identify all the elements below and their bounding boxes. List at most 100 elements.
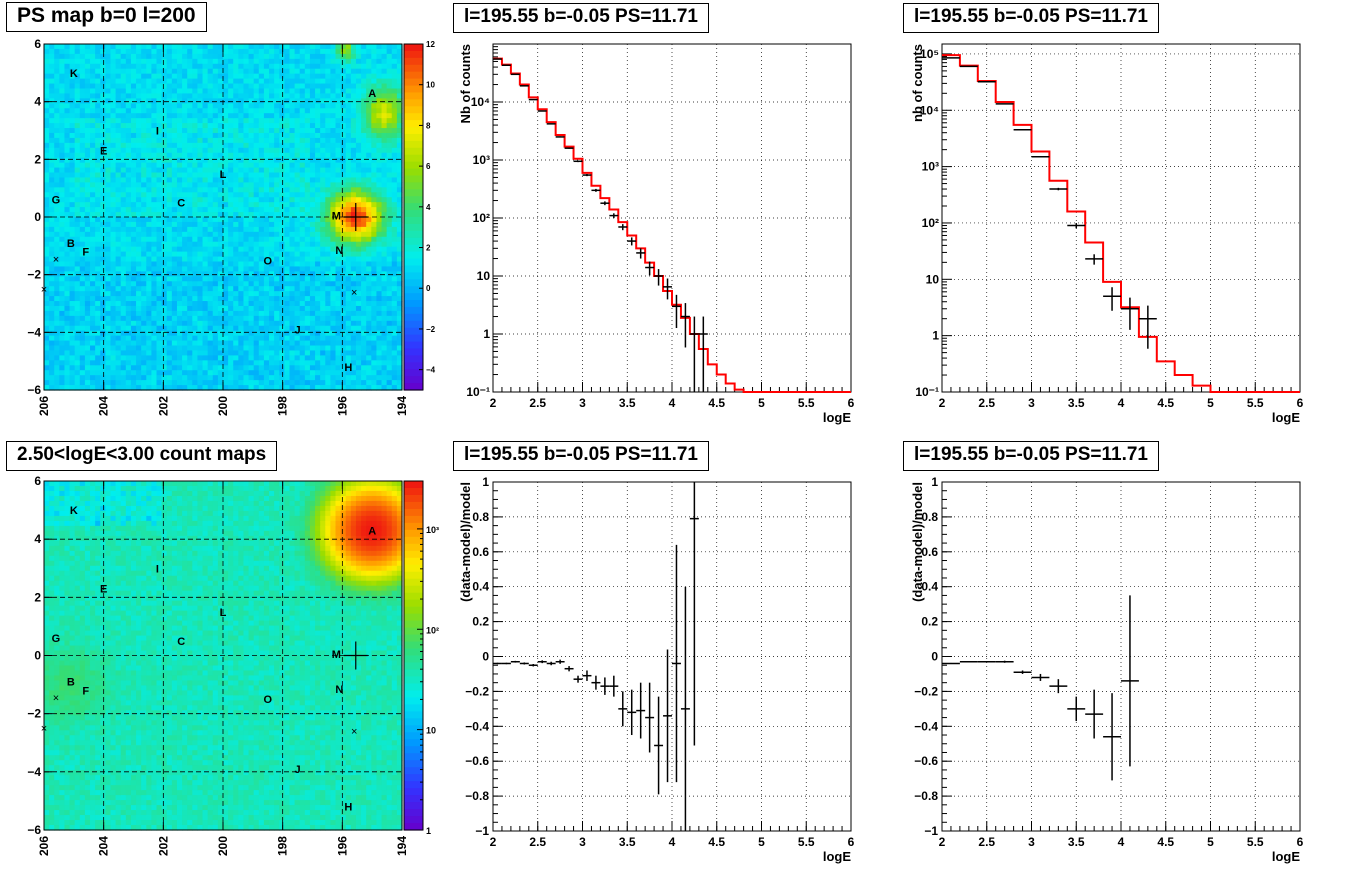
residual-left-xtick-label: 4.5 bbox=[708, 835, 725, 849]
residual-right-ytick-label: −0.8 bbox=[914, 789, 938, 803]
map-ps-ytick-label: 4 bbox=[34, 95, 41, 109]
map-counts-source-label: B bbox=[67, 677, 75, 689]
map-counts-source-label: A bbox=[368, 525, 376, 537]
spectrum-left-model-line bbox=[493, 57, 851, 393]
residual-right-ytick-label: −0.4 bbox=[914, 719, 938, 733]
map-ps-source-label: O bbox=[263, 255, 272, 267]
spectrum-left-grid bbox=[493, 44, 851, 392]
map-ps-palette-label: 8 bbox=[426, 121, 431, 130]
residual-right-xtick-label: 6 bbox=[1297, 835, 1304, 849]
map-ps-source-label: G bbox=[52, 195, 61, 207]
spectrum-right-model-line bbox=[942, 54, 1300, 393]
spectrum-left-xtick-label: 5.5 bbox=[798, 396, 815, 410]
spectrum-right-xtick-label: 6 bbox=[1297, 396, 1304, 410]
map-ps-source-label: M bbox=[332, 211, 341, 223]
map-ps-source-marker: × bbox=[41, 284, 47, 296]
map-counts-ytick-label: 0 bbox=[34, 649, 41, 663]
residual-right-xtick-label: 4.5 bbox=[1157, 835, 1174, 849]
map-counts-source-label: H bbox=[344, 802, 352, 814]
spectrum-left-panel: 2 2.5 3 3.5 4 4.5 5 5.5 6 10⁻¹ 1 10 10² 10³ 10⁴ logE Nb … bbox=[458, 43, 855, 425]
map-ps-source-label: F bbox=[82, 247, 89, 259]
spectrum-left-xtick-label: 2.5 bbox=[529, 396, 546, 410]
map-counts-source-label: K bbox=[70, 505, 78, 517]
residual-left-xtick-label: 5.5 bbox=[798, 835, 815, 849]
spectrum-right-xtick-label: 2.5 bbox=[978, 396, 995, 410]
map-ps-palette-label: 12 bbox=[426, 40, 435, 49]
map-ps-source-label: E bbox=[100, 146, 107, 158]
map-ps-xtick-label: 200 bbox=[216, 396, 230, 416]
spectrum-left-ylabel: Nb of counts bbox=[458, 44, 473, 123]
residual-right-xtick-label: 2 bbox=[939, 835, 946, 849]
residual-right-panel: 2 2.5 3 3.5 4 4.5 5 5.5 6 1 0.8 0.6 0.4 0.2 0 −0.2 −0.4 −… bbox=[910, 475, 1304, 864]
spectrum-right-ytick-label: 10⁵ bbox=[920, 47, 939, 61]
residual-right-grid bbox=[942, 482, 1300, 831]
residual-right-ytick-label: 0.4 bbox=[921, 580, 938, 594]
residual-left-ylabel: (data-model)/model bbox=[458, 482, 473, 602]
map-counts-source-label: I bbox=[156, 563, 159, 575]
residual-left-ytick-label: −1 bbox=[475, 824, 489, 838]
residual-left-xtick-label: 5 bbox=[758, 835, 765, 849]
map-counts-xtick-label: 198 bbox=[276, 836, 290, 856]
residual-right-title: l=195.55 b=-0.05 PS=11.71 bbox=[903, 441, 1159, 471]
spectrum-left-xtick-label: 2 bbox=[490, 396, 497, 410]
spectrum-left-xtick-label: 6 bbox=[848, 396, 855, 410]
map-counts-source-label: E bbox=[100, 584, 107, 596]
map-counts-palette-label: 10² bbox=[426, 625, 439, 635]
residual-left-ytick-label: −0.8 bbox=[465, 789, 489, 803]
map-ps-source-label: B bbox=[67, 238, 75, 250]
map-ps-palette-label: 10 bbox=[426, 81, 435, 90]
residual-right-ytick-label: −0.2 bbox=[914, 684, 938, 698]
spectrum-left-title: l=195.55 b=-0.05 PS=11.71 bbox=[453, 3, 709, 33]
spectrum-left-xtick-label: 3 bbox=[579, 396, 586, 410]
map-ps-source-label: I bbox=[156, 126, 159, 138]
map-counts-source-label: J bbox=[295, 764, 301, 776]
spectrum-left-xtick-label: 5 bbox=[758, 396, 765, 410]
residual-right-xtick-label: 3.5 bbox=[1068, 835, 1085, 849]
map-ps-xtick-label: 198 bbox=[276, 396, 290, 416]
residual-left-ytick-label: 0.2 bbox=[472, 615, 489, 629]
spectrum-left-xtick-label: 4 bbox=[669, 396, 676, 410]
spectrum-right-ytick-label: 10³ bbox=[922, 160, 939, 174]
residual-right-xtick-label: 5 bbox=[1207, 835, 1214, 849]
map-ps-source-label: N bbox=[335, 245, 343, 257]
map-ps-palette-frame bbox=[403, 43, 424, 391]
spectrum-right-ytick-label: 10 bbox=[926, 272, 940, 286]
map-counts-xtick-label: 202 bbox=[156, 836, 170, 856]
residual-right-ytick-label: −1 bbox=[924, 824, 938, 838]
residual-left-xtick-label: 2.5 bbox=[529, 835, 546, 849]
map-ps-source-label: J bbox=[295, 324, 301, 336]
map-counts-source-label: M bbox=[332, 649, 341, 661]
map-ps-ytick-label: −4 bbox=[27, 325, 41, 339]
spectrum-right-panel: 2 2.5 3 3.5 4 4.5 5 5.5 6 10⁻¹ 1 10 10² 10³ 10⁴ 10⁵ logE… bbox=[910, 43, 1304, 425]
spectrum-right-xlabel: logE bbox=[1272, 410, 1300, 425]
residual-left-xtick-label: 3.5 bbox=[619, 835, 636, 849]
spectrum-right-ytick-label: 1 bbox=[932, 329, 939, 343]
map-counts-heatmap-cells bbox=[44, 481, 403, 831]
residual-left-ytick-label: −0.4 bbox=[465, 719, 489, 733]
map-counts-source-label: C bbox=[177, 636, 185, 648]
map-ps-source-label: L bbox=[220, 169, 227, 181]
spectrum-left-ytick-label: 1 bbox=[483, 327, 490, 341]
spectrum-right-xtick-label: 5 bbox=[1207, 396, 1214, 410]
spectrum-left-ytick-label: 10⁻¹ bbox=[466, 385, 490, 399]
residual-right-xtick-label: 4 bbox=[1118, 835, 1125, 849]
spectrum-left-xlabel: logE bbox=[823, 410, 851, 425]
spectrum-right-ytick-label: 10⁻¹ bbox=[915, 385, 939, 399]
residual-left-xlabel: logE bbox=[823, 849, 851, 864]
map-ps-source-marker: × bbox=[351, 287, 357, 299]
map-counts-ytick-label: −6 bbox=[27, 823, 41, 837]
map-counts-source-label: L bbox=[220, 607, 227, 619]
map-counts-source-marker: × bbox=[41, 723, 47, 735]
map-ps-ytick-label: 6 bbox=[34, 37, 41, 51]
residual-right-ytick-label: 0 bbox=[931, 650, 938, 664]
spectrum-right-ytick-label: 10⁴ bbox=[920, 103, 939, 117]
spectrum-right-xtick-label: 5.5 bbox=[1247, 396, 1264, 410]
spectrum-left-ytick-label: 10 bbox=[477, 269, 491, 283]
map-counts-source-label: O bbox=[263, 694, 272, 706]
residual-right-ytick-label: 0.8 bbox=[921, 510, 938, 524]
residual-right-ytick-label: 1 bbox=[931, 475, 938, 489]
spectrum-right-xtick-label: 3 bbox=[1028, 396, 1035, 410]
map-counts-palette-frame bbox=[403, 480, 424, 831]
spectrum-right-title: l=195.55 b=-0.05 PS=11.71 bbox=[903, 3, 1159, 33]
